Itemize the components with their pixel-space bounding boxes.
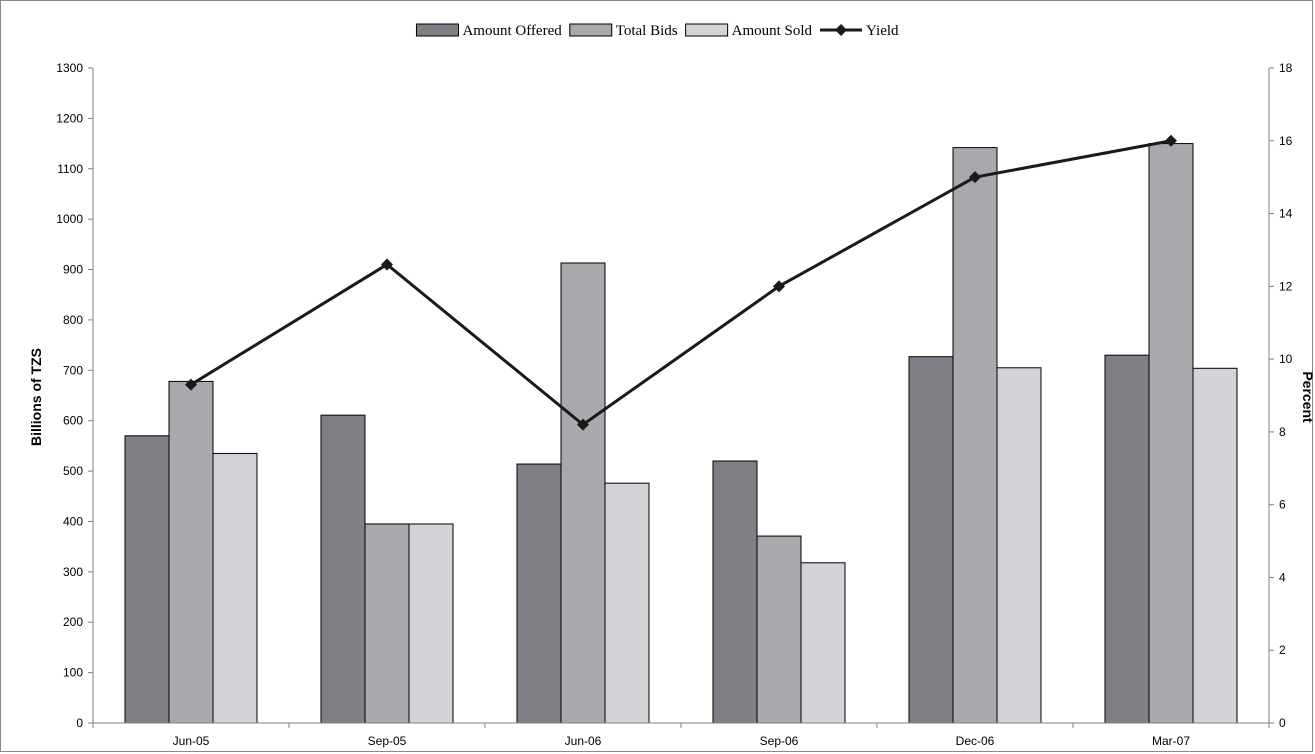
yield-line-group — [185, 134, 1177, 431]
legend-label-amount-offered: Amount Offered — [462, 23, 562, 39]
bar-total-bids-dec-06 — [952, 147, 998, 724]
marker-yield-jun-05 — [185, 378, 197, 391]
y2-tick-label: 10 — [1279, 352, 1293, 366]
bar-amount-offered-mar-07 — [1104, 354, 1150, 724]
y2-tick-label: 12 — [1279, 279, 1293, 293]
y2-tick-label: 16 — [1279, 134, 1293, 148]
bar-total-bids-sep-05 — [364, 523, 410, 724]
bar-total-bids-jun-05 — [168, 380, 214, 724]
x-tick-label: Jun-06 — [565, 734, 602, 748]
bar-amount-sold-jun-05 — [212, 452, 258, 724]
y-tick-label: 400 — [63, 514, 83, 528]
bar-amount-offered-jun-06 — [516, 463, 562, 724]
marker-yield-jun-06 — [577, 418, 589, 431]
y-tick-label: 1000 — [56, 212, 83, 226]
y-tick-label: 100 — [63, 666, 83, 680]
x-tick-label: Jun-05 — [173, 734, 210, 748]
y2-tick-label: 4 — [1279, 570, 1286, 584]
y-tick-label: 300 — [63, 565, 83, 579]
x-tick-label: Dec-06 — [956, 734, 995, 748]
bar-amount-sold-dec-06 — [996, 367, 1042, 724]
y-tick-label: 600 — [63, 414, 83, 428]
bar-total-bids-mar-07 — [1148, 143, 1194, 724]
legend-marker-yield — [835, 24, 848, 36]
bar-amount-offered-jun-05 — [124, 435, 170, 724]
chart-legend: Amount Offered Total Bids Amount Sold Yield — [415, 23, 899, 39]
y2-axis-title: Percent — [1300, 371, 1314, 423]
axes-group: 0100200300400500600700800900100011001200… — [56, 61, 1292, 748]
legend-swatch-total-bids — [569, 23, 613, 37]
bar-total-bids-sep-06 — [756, 535, 802, 724]
y2-tick-label: 14 — [1279, 207, 1293, 221]
bar-total-bids-jun-06 — [560, 262, 606, 724]
line-yield — [190, 139, 1172, 427]
x-tick-label: Mar-07 — [1152, 734, 1190, 748]
bar-amount-sold-sep-05 — [408, 523, 454, 724]
bar-amount-sold-jun-06 — [604, 482, 650, 724]
y-tick-label: 1300 — [56, 61, 83, 75]
y-tick-label: 0 — [76, 716, 83, 730]
y-tick-label: 500 — [63, 464, 83, 478]
bar-amount-offered-sep-06 — [712, 460, 758, 724]
x-tick-label: Sep-06 — [760, 734, 799, 748]
bar-amount-offered-dec-06 — [908, 356, 954, 724]
legend-label-amount-sold: Amount Sold — [732, 23, 813, 39]
y-tick-label: 700 — [63, 363, 83, 377]
marker-yield-mar-07 — [1165, 134, 1177, 147]
y-tick-label: 1100 — [57, 162, 83, 176]
marker-yield-sep-05 — [381, 258, 393, 271]
y-axis-title: Billions of TZS — [28, 348, 44, 446]
marker-yield-dec-06 — [969, 171, 981, 184]
legend-label-yield: Yield — [866, 23, 899, 39]
y2-tick-label: 0 — [1279, 716, 1286, 730]
y2-tick-label: 18 — [1279, 61, 1293, 75]
y2-tick-label: 8 — [1279, 425, 1286, 439]
y-tick-label: 200 — [63, 615, 83, 629]
y2-tick-label: 2 — [1279, 643, 1286, 657]
bar-series-group — [124, 143, 1238, 724]
y-tick-label: 1200 — [56, 111, 83, 125]
bar-amount-sold-sep-06 — [800, 562, 846, 724]
legend-swatch-amount-sold — [685, 23, 729, 37]
y-tick-label: 900 — [63, 263, 83, 277]
bar-amount-offered-sep-05 — [320, 414, 366, 724]
marker-yield-sep-06 — [773, 280, 785, 293]
y-tick-label: 800 — [63, 313, 83, 327]
bar-amount-sold-mar-07 — [1192, 367, 1238, 724]
legend-swatch-amount-offered — [415, 23, 459, 37]
legend-label-total-bids: Total Bids — [616, 23, 678, 39]
y2-tick-label: 6 — [1279, 498, 1286, 512]
x-tick-label: Sep-05 — [368, 734, 407, 748]
